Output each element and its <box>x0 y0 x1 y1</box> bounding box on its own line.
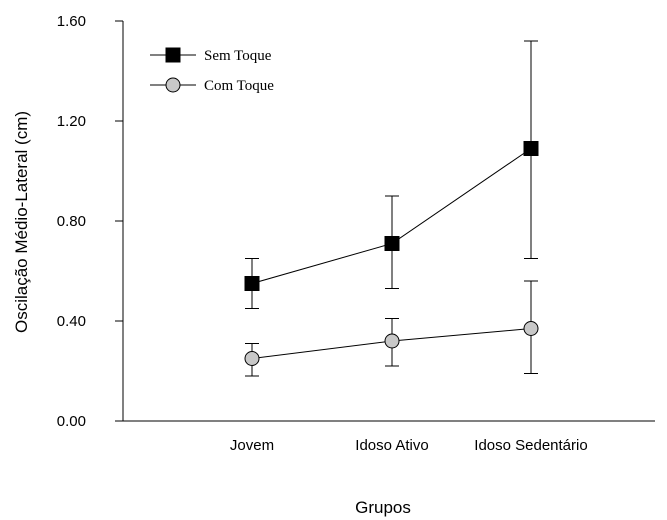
legend-marker <box>165 77 181 93</box>
legend-label: Com Toque <box>204 78 274 94</box>
x-axis-title: Grupos <box>355 498 411 517</box>
legend: Sem Toque Com Toque <box>150 47 274 94</box>
series-0 <box>244 40 539 309</box>
data-point <box>523 141 539 156</box>
data-point <box>384 333 400 349</box>
x-tick-label: Jovem <box>230 437 274 454</box>
data-point <box>244 351 260 366</box>
y-tick-label: 0.00 <box>57 413 86 430</box>
series-1 <box>244 280 539 377</box>
y-axis: 0.00 0.40 0.80 1.20 1.60 <box>57 13 124 430</box>
x-tick-label: Idoso Sedentário <box>474 437 587 454</box>
series-layer <box>244 40 539 377</box>
x-axis: Jovem Idoso Ativo Idoso Sedentário <box>123 420 655 454</box>
y-tick-label: 0.40 <box>57 313 86 330</box>
y-tick-label: 0.80 <box>57 213 86 230</box>
data-point <box>384 236 400 251</box>
y-axis-title: Oscilação Médio-Lateral (cm) <box>12 111 31 333</box>
y-tick-label: 1.20 <box>57 113 86 130</box>
data-point <box>523 321 539 336</box>
legend-marker <box>165 47 181 63</box>
legend-label: Sem Toque <box>204 48 272 64</box>
y-tick-label: 1.60 <box>57 13 86 30</box>
x-tick-label: Idoso Ativo <box>355 437 428 454</box>
data-point <box>244 276 260 291</box>
